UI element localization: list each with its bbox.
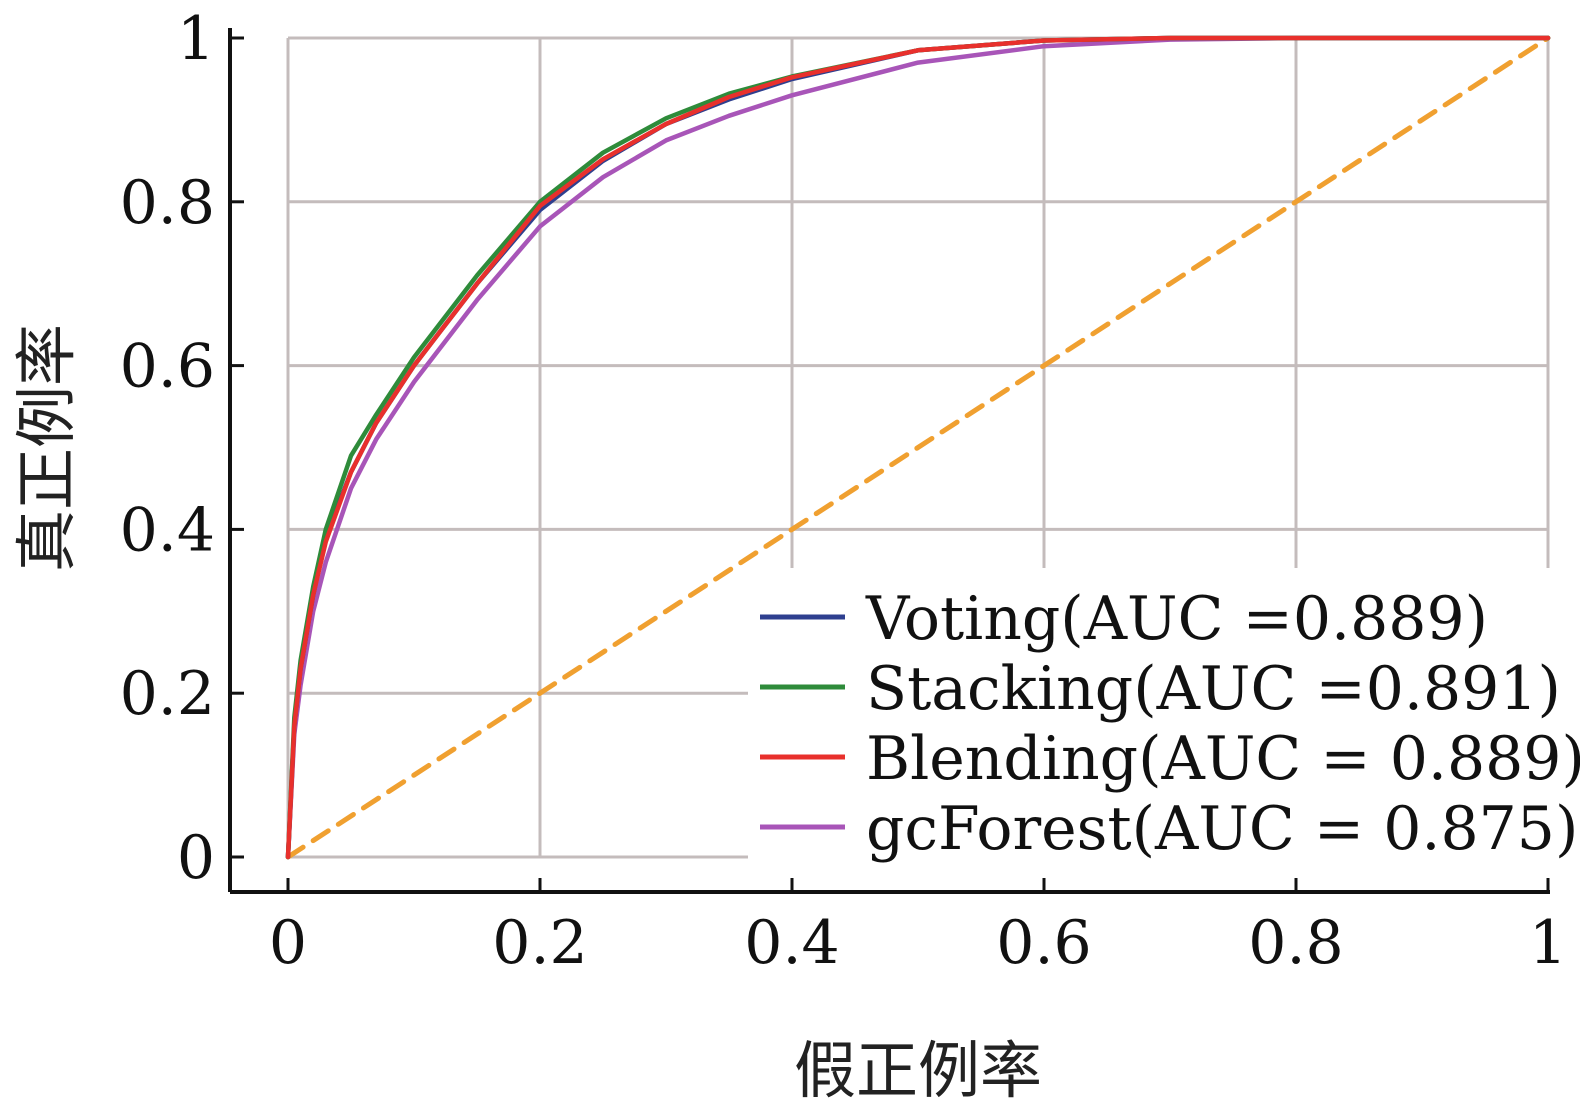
legend-label-3: gcForest(AUC = 0.875) (866, 794, 1578, 864)
x-tick-labels: 0 0.2 0.4 0.6 0.8 1 (269, 908, 1567, 978)
x-tick-label-0: 0 (269, 908, 307, 978)
x-tick-label-5: 1 (1529, 908, 1567, 978)
y-tick-label-0: 0 (177, 823, 215, 893)
series-line-blending (285, 35, 1551, 860)
axes (228, 28, 1550, 894)
diagonal-reference-line (285, 35, 1551, 860)
x-tick-label-1: 0.2 (492, 908, 587, 978)
grid-lines (286, 36, 1550, 859)
x-tick-label-3: 0.6 (996, 908, 1091, 978)
x-tick-label-4: 0.8 (1248, 908, 1343, 978)
series-line-gcforest (285, 35, 1551, 860)
y-axis-title: 真正例率 (10, 324, 83, 572)
x-axis-title: 假正例率 (794, 1034, 1042, 1107)
y-tick-label-5: 1 (177, 4, 215, 74)
legend-background (748, 568, 1568, 878)
legend-label-1: Stacking(AUC =0.891) (866, 654, 1561, 724)
legend-label-2: Blending(AUC = 0.889) (866, 724, 1580, 794)
legend: Voting(AUC =0.889)Stacking(AUC =0.891)Bl… (760, 584, 1580, 864)
y-tick-label-3: 0.6 (120, 332, 215, 402)
series-lines (285, 35, 1551, 860)
legend-label-0: Voting(AUC =0.889) (865, 584, 1488, 654)
y-tick-labels: 0 0.2 0.4 0.6 0.8 1 (120, 4, 215, 893)
y-tick-label-1: 0.2 (120, 659, 215, 729)
x-tick-label-2: 0.4 (744, 908, 839, 978)
y-tick-label-4: 0.8 (120, 168, 215, 238)
y-tick-label-2: 0.4 (120, 495, 215, 565)
